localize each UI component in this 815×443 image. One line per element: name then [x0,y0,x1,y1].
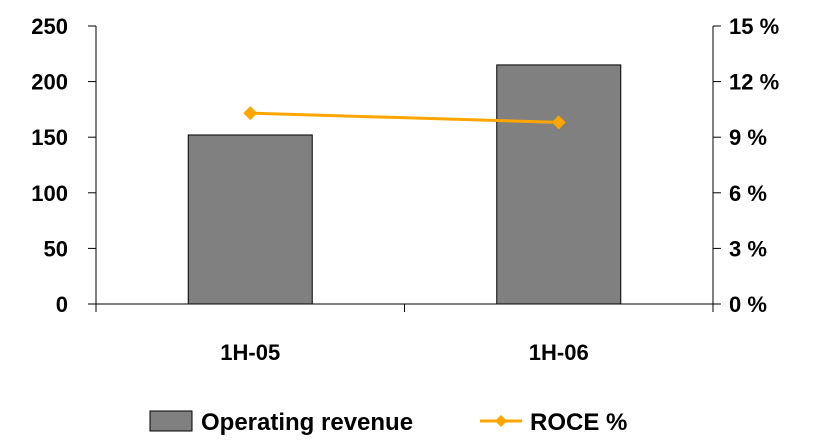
roce-point [243,106,258,121]
roce-line [250,111,559,124]
right-tick-label: 9 % [729,125,767,150]
legend-swatch-roce-marker [495,415,507,427]
left-tick-label: 250 [31,14,68,39]
left-tick-label: 50 [44,236,68,261]
right-tick-label: 3 % [729,236,767,261]
axes [88,25,721,312]
right-tick-label: 15 % [729,14,779,39]
bar [496,64,622,305]
legend-label-operating-revenue: Operating revenue [201,409,413,436]
right-tick-label: 0 % [729,292,767,317]
line-series [243,106,566,130]
roce-point [551,115,566,130]
right-tick-label: 6 % [729,181,767,206]
legend: Operating revenue ROCE % [149,409,627,436]
x-tick-label: 1H-05 [220,340,280,365]
left-tick-label: 100 [31,181,68,206]
right-tick-label: 12 % [729,70,779,95]
bar-series [187,64,622,305]
legend-swatch-operating-revenue [149,410,193,432]
left-tick-label: 200 [31,70,68,95]
bar [187,134,313,305]
legend-label-roce: ROCE % [530,409,627,436]
x-tick-label: 1H-06 [529,340,589,365]
tick-labels: 0 50 100 150 200 250 0 % 3 % 6 % 9 % 12 % 15 % 1H-05… [31,14,779,365]
left-tick-label: 0 [56,292,68,317]
left-tick-label: 150 [31,125,68,150]
